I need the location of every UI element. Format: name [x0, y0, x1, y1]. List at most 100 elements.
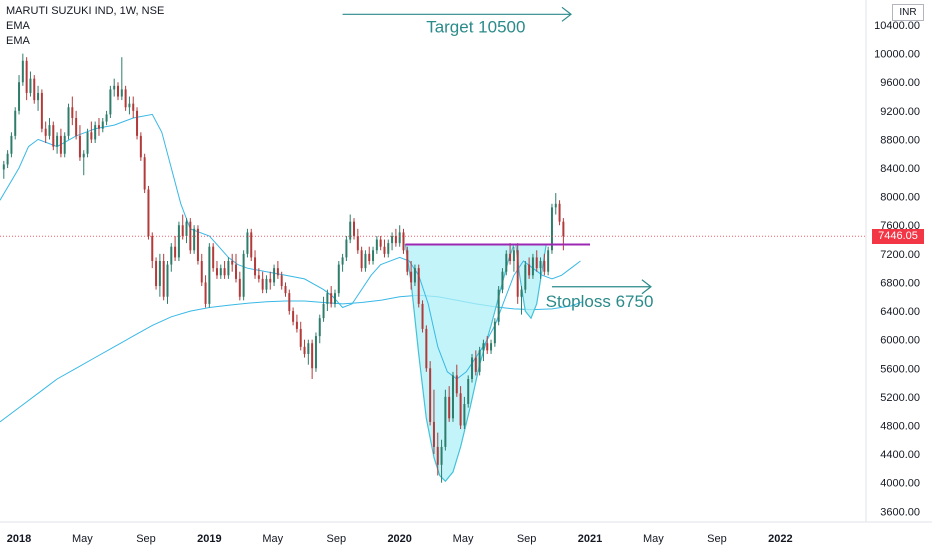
candle-down [417, 268, 420, 304]
time-tick-label: 2021 [578, 533, 602, 545]
candle-up [463, 404, 466, 426]
price-tick-label: 10000.00 [874, 49, 920, 61]
annotation-label: Target 10500 [426, 17, 525, 36]
candle-down [410, 271, 413, 283]
candle-up [193, 228, 196, 251]
candle-down [288, 293, 291, 312]
candle-up [391, 235, 394, 244]
candle-down [284, 286, 287, 294]
candle-up [322, 303, 325, 319]
price-tick-label: 4800.00 [880, 420, 920, 432]
candle-up [531, 257, 534, 276]
candle-up [375, 239, 378, 251]
candle-down [353, 221, 356, 236]
candle-up [67, 107, 70, 136]
candle-down [204, 282, 207, 304]
candle-down [215, 268, 218, 276]
candle-up [547, 250, 550, 272]
annotations-layer: Target 10500 Stoploss 6750 [342, 6, 654, 311]
candle-up [314, 336, 317, 369]
price-tick-label: 7200.00 [880, 249, 920, 261]
candle-down [303, 346, 306, 354]
candle-down [562, 221, 565, 237]
candle-down [196, 228, 199, 261]
currency-label[interactable]: INR [892, 4, 924, 21]
candle-up [2, 164, 5, 170]
candle-down [143, 157, 146, 190]
candle-up [208, 246, 211, 304]
price-axis[interactable]: 3600.00 4000.00 4400.00 4800.00 5200.00 5600.… [865, 0, 920, 522]
annotation-label: Stoploss 6750 [546, 292, 654, 311]
candle-down [276, 268, 279, 276]
candle-down [139, 135, 142, 158]
candle-up [524, 264, 527, 290]
price-tick-label: 10400.00 [874, 20, 920, 32]
candle-up [364, 253, 367, 269]
candle-up [265, 278, 268, 290]
candle-up [219, 268, 222, 276]
time-tick-label: Sep [707, 533, 727, 545]
candle-up [63, 135, 66, 154]
time-tick-label: 2022 [768, 533, 792, 545]
candle-down [238, 278, 241, 297]
candle-down [311, 343, 314, 369]
time-tick-label: Sep [136, 533, 156, 545]
ema-fast-layer [0, 113, 581, 380]
candle-up [440, 446, 443, 465]
candle-down [383, 246, 386, 254]
candle-up [6, 153, 9, 165]
price-tick-label: 4400.00 [880, 449, 920, 461]
candle-down [223, 268, 226, 276]
candle-up [539, 261, 542, 269]
candle-down [486, 343, 489, 351]
candle-down [436, 446, 439, 465]
time-tick-label: May [72, 533, 93, 545]
candle-down [162, 261, 165, 297]
time-tick-label: Sep [517, 533, 537, 545]
candle-down [455, 375, 458, 394]
candle-down [543, 261, 546, 272]
candle-up [512, 250, 515, 261]
candle-down [33, 78, 36, 101]
candle-up [105, 114, 108, 122]
candle-down [235, 264, 238, 279]
annotation-arrow-head [561, 6, 572, 22]
candle-up [29, 78, 32, 93]
candle-down [299, 328, 302, 347]
candle-up [166, 264, 169, 297]
candle-up [333, 293, 336, 304]
candle-up [482, 343, 485, 351]
price-tick-label: 4000.00 [880, 478, 920, 490]
candle-down [406, 250, 409, 272]
candle-down [402, 232, 405, 251]
candle-down [295, 321, 298, 329]
candle-up [14, 110, 17, 136]
candle-up [177, 225, 180, 258]
indicator-ema-2[interactable]: EMA [6, 35, 30, 47]
candle-down [212, 246, 215, 269]
candle-down [558, 203, 561, 222]
cup-and-handle-layer [404, 244, 547, 483]
candle-up [109, 89, 112, 115]
candle-down [147, 189, 150, 236]
indicator-ema-1[interactable]: EMA [6, 20, 30, 32]
candle-up [493, 321, 496, 344]
candle-down [261, 278, 264, 290]
handle-shape [515, 244, 547, 320]
symbol-title[interactable]: MARUTI SUZUKI IND, 1W, NSE [6, 5, 165, 17]
legend: MARUTI SUZUKI IND, 1W, NSE EMA EMA [6, 4, 164, 49]
candle-up [478, 350, 481, 372]
ema-fast-line [0, 113, 581, 380]
time-axis[interactable]: 2018 May Sep 2019 May Sep 2020 May Sep 2021 May Sep… [0, 521, 932, 545]
candle-down [448, 396, 451, 419]
candle-down [516, 250, 519, 297]
candle-up [273, 268, 276, 283]
price-tick-label: 9600.00 [880, 77, 920, 89]
candle-down [59, 135, 62, 154]
candle-up [82, 153, 85, 158]
candle-up [158, 261, 161, 287]
candle-up [490, 343, 493, 351]
time-tick-label: May [643, 533, 664, 545]
